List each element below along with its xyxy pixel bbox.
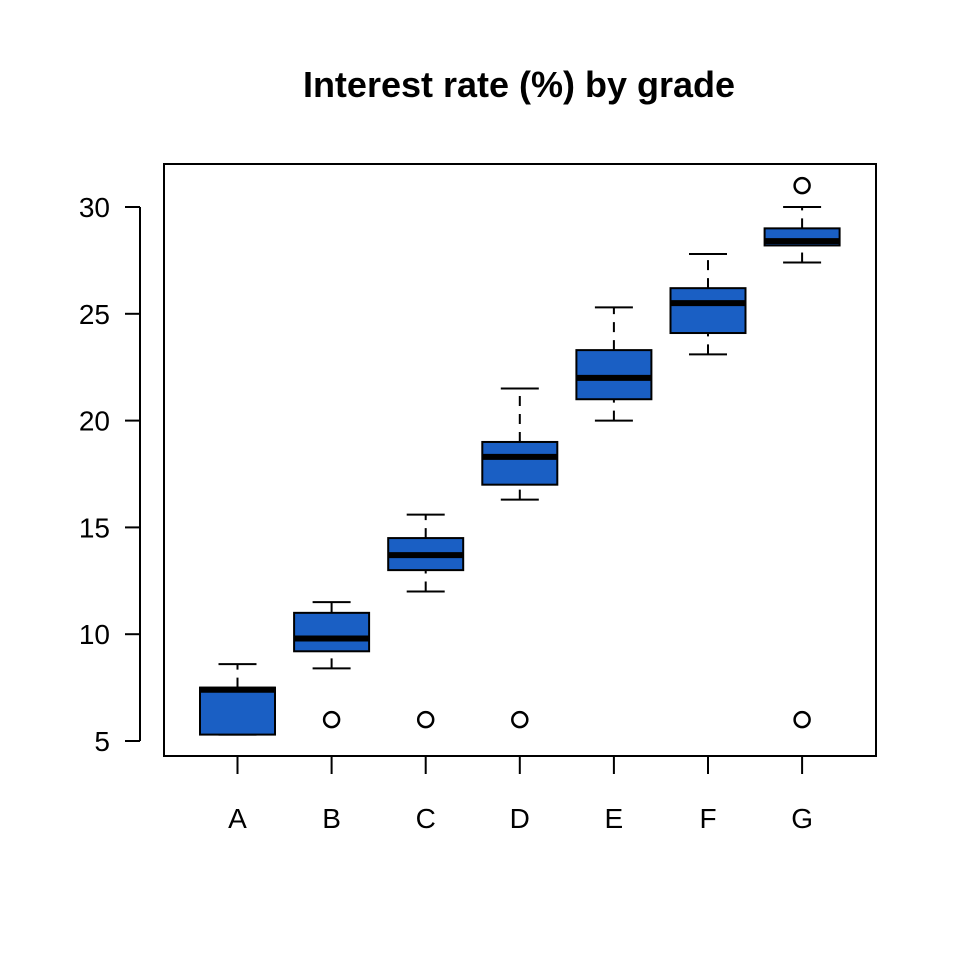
box-D [481, 387, 559, 729]
outlier-point [793, 710, 811, 729]
x-tick-label: B [322, 803, 341, 834]
box-series [199, 176, 841, 736]
chart-title: Interest rate (%) by grade [303, 64, 735, 105]
y-tick-label: 30 [79, 192, 110, 223]
x-tick-label: D [510, 803, 530, 834]
outlier-point [322, 710, 341, 729]
y-tick-label: 15 [79, 512, 110, 543]
iqr-box [199, 686, 276, 736]
box-E [575, 306, 653, 422]
iqr-box [669, 287, 747, 335]
x-tick-label: C [416, 803, 436, 834]
outlier-point [511, 710, 529, 729]
x-axis: A B C D E F G [228, 756, 813, 834]
x-tick-label: A [228, 803, 247, 834]
y-tick-label: 10 [79, 619, 110, 650]
box-A [199, 663, 276, 736]
iqr-box [481, 440, 559, 486]
box-B [293, 601, 371, 729]
box-G [763, 176, 841, 729]
x-tick-label: F [699, 803, 716, 834]
y-tick-label: 20 [79, 406, 110, 437]
box-F [669, 252, 747, 356]
outlier-point [793, 176, 811, 195]
outlier-point [416, 710, 435, 729]
y-axis: 5 10 15 20 25 30 [79, 192, 141, 757]
x-tick-label: G [791, 803, 813, 834]
y-tick-label: 5 [94, 726, 110, 757]
iqr-box [293, 611, 371, 653]
y-tick-label: 25 [79, 299, 110, 330]
iqr-box [575, 349, 653, 401]
x-tick-label: E [605, 803, 624, 834]
box-C [387, 513, 465, 729]
